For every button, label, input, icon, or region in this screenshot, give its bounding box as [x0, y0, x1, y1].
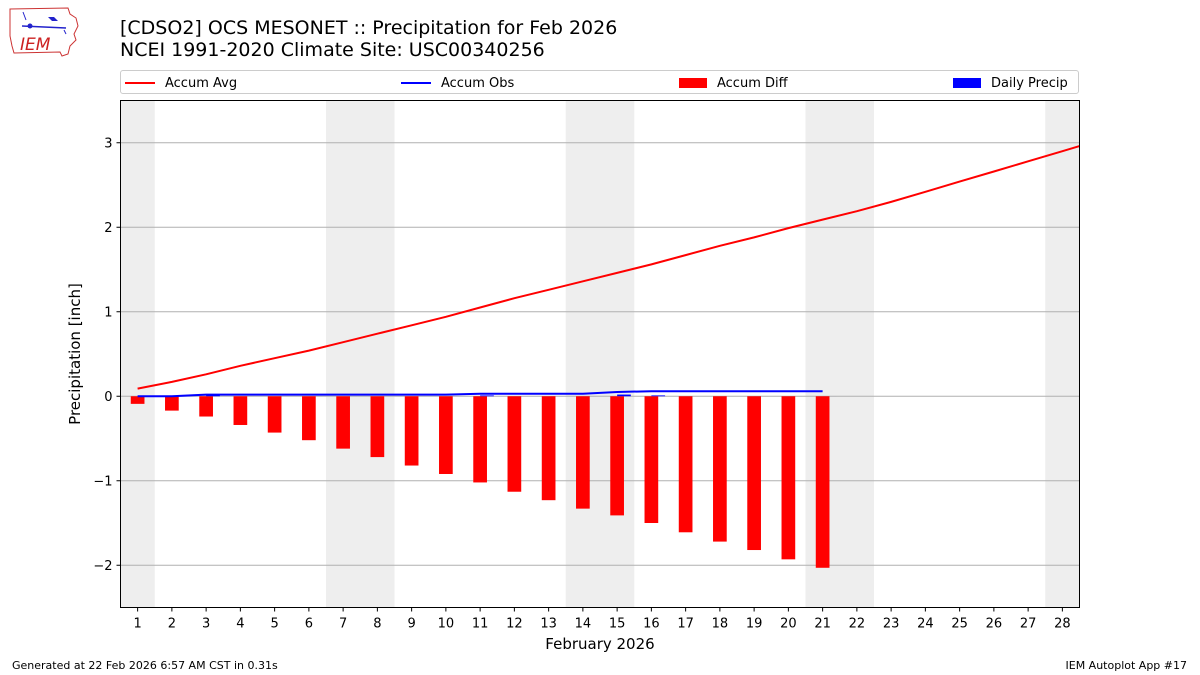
accum-diff-bar — [781, 396, 796, 560]
accum-diff-bar — [644, 396, 659, 523]
x-tick-label: 6 — [305, 617, 313, 632]
y-tick-label: −1 — [93, 474, 112, 489]
accum-diff-bar — [199, 396, 213, 417]
y-tick-label: 0 — [104, 390, 112, 405]
footer-app: IEM Autoplot App #17 — [1065, 659, 1188, 672]
weekend-shade — [326, 100, 395, 608]
chart-legend: Accum Avg Accum Obs Accum Diff Daily Pre… — [120, 70, 1079, 94]
daily-precip-bar — [617, 394, 631, 397]
y-axis-ticks: −2 −1 0 1 2 3 — [93, 136, 121, 574]
x-tick-label: 8 — [373, 617, 381, 632]
legend-box-swatch — [679, 78, 707, 88]
weekend-shading — [120, 100, 1080, 608]
weekend-shade — [1045, 100, 1080, 608]
x-tick-label: 11 — [472, 617, 489, 632]
plot-frame — [120, 100, 1080, 608]
x-tick-label: 18 — [712, 617, 729, 632]
iem-logo: IEM — [8, 6, 82, 60]
accum-diff-bar — [815, 396, 830, 568]
y-tick-label: 2 — [104, 221, 112, 236]
x-tick-label: 10 — [438, 617, 455, 632]
x-tick-label: 24 — [917, 617, 934, 632]
accum-diff-bar — [541, 396, 556, 501]
x-tick-label: 19 — [746, 617, 763, 632]
accum-diff-bar — [165, 396, 179, 411]
iowa-map-icon: IEM — [9, 7, 79, 57]
accum-diff-bar — [747, 396, 761, 551]
chart-title: [CDSO2] OCS MESONET :: Precipitation for… — [120, 17, 618, 39]
weekend-shade — [565, 100, 635, 608]
legend-label: Accum Avg — [165, 75, 238, 91]
accum-diff-bar — [267, 396, 282, 433]
accum-diff-bar — [233, 396, 248, 425]
x-tick-label: 3 — [202, 617, 210, 632]
x-tick-label: 16 — [643, 617, 660, 632]
accum-diff-bar — [404, 396, 419, 466]
daily-precip-bar — [480, 395, 494, 397]
accum-diff-bar — [610, 396, 624, 516]
x-tick-label: 21 — [814, 617, 831, 632]
gridlines — [120, 142, 1080, 566]
legend-accum-diff: Accum Diff — [679, 74, 788, 92]
accum-obs-line — [137, 390, 823, 398]
accum-diff-bar — [130, 396, 145, 404]
accum-diff-bar — [336, 396, 350, 449]
x-tick-label: 17 — [677, 617, 694, 632]
y-axis-label: Precipitation [inch] — [66, 283, 84, 425]
y-tick-label: 1 — [104, 305, 112, 320]
x-tick-label: 2 — [168, 617, 176, 632]
series-lines — [137, 145, 1080, 398]
daily-precip-bar — [651, 395, 666, 397]
accum-diff-bar — [370, 396, 385, 458]
y-tick-label: 3 — [104, 136, 112, 151]
x-tick-label: 7 — [339, 617, 347, 632]
accum-diff-bar — [473, 396, 487, 483]
x-tick-label: 4 — [236, 617, 244, 632]
accum-diff-bar — [302, 396, 316, 441]
x-tick-label: 27 — [1020, 617, 1037, 632]
legend-accum-avg: Accum Avg — [125, 74, 237, 92]
x-tick-label: 15 — [609, 617, 626, 632]
footer-generated: Generated at 22 Feb 2026 6:57 AM CST in … — [12, 659, 278, 672]
weekend-shade — [120, 100, 155, 608]
accum-diff-bar — [678, 396, 693, 533]
x-tick-label: 9 — [407, 617, 415, 632]
legend-label: Accum Obs — [441, 75, 515, 91]
x-tick-label: 20 — [780, 617, 797, 632]
chart-subtitle: NCEI 1991-2020 Climate Site: USC00340256 — [120, 39, 545, 61]
legend-daily-precip: Daily Precip — [953, 74, 1068, 92]
legend-line-swatch — [401, 82, 431, 84]
legend-line-swatch — [125, 82, 155, 84]
x-tick-label: 23 — [883, 617, 900, 632]
x-tick-label: 12 — [506, 617, 523, 632]
accum-diff-bar — [713, 396, 727, 542]
legend-box-swatch — [953, 78, 981, 88]
x-tick-label: 28 — [1054, 617, 1071, 632]
accum-diff-bar — [507, 396, 522, 492]
diff-bars — [130, 396, 830, 568]
x-tick-label: 5 — [270, 617, 278, 632]
legend-label: Accum Diff — [717, 75, 788, 91]
x-tick-label: 13 — [540, 617, 557, 632]
accum-diff-bar — [576, 396, 590, 509]
x-tick-label: 22 — [849, 617, 866, 632]
x-axis-ticks: 1 2 3 4 5 6 7 8 9 10 11 12 13 14 15 16 17 18 19 20 21 22 23 24 2… — [133, 607, 1071, 632]
x-tick-label: 25 — [951, 617, 968, 632]
x-axis-label: February 2026 — [545, 635, 654, 653]
legend-label: Daily Precip — [991, 75, 1068, 91]
x-tick-label: 14 — [575, 617, 592, 632]
legend-accum-obs: Accum Obs — [401, 74, 514, 92]
accum-avg-line — [137, 145, 1080, 390]
x-tick-label: 1 — [133, 617, 141, 632]
accum-diff-bar — [439, 396, 453, 474]
y-tick-label: −2 — [93, 559, 112, 574]
x-tick-label: 26 — [986, 617, 1003, 632]
logo-text: IEM — [20, 35, 51, 55]
